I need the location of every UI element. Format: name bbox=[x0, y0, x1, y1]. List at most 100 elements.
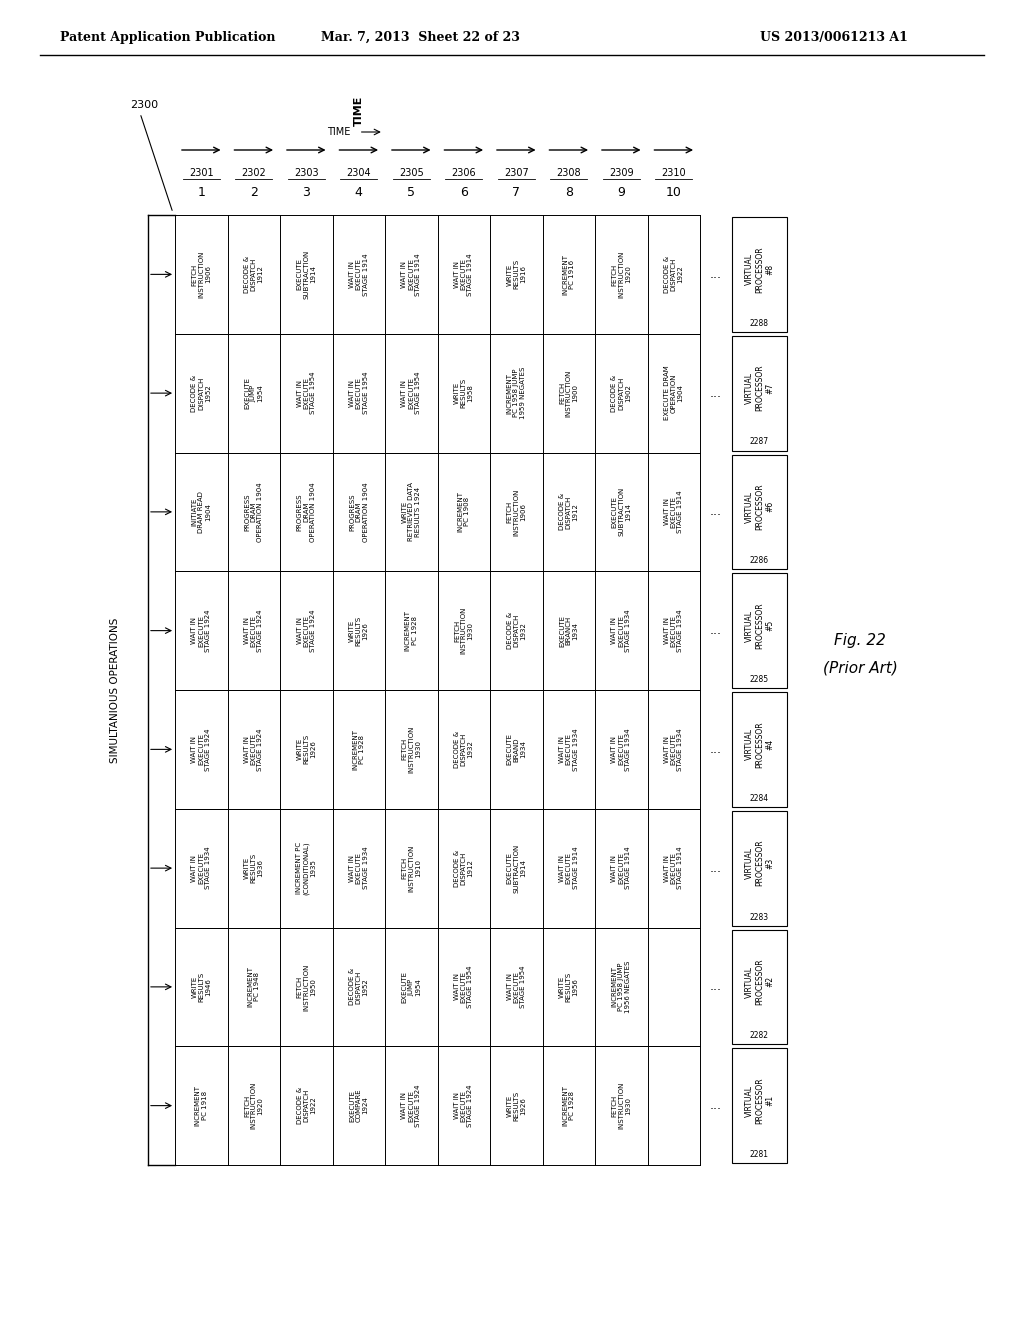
Text: DECODE &
DISPATCH
1912: DECODE & DISPATCH 1912 bbox=[244, 256, 263, 293]
Text: ...: ... bbox=[710, 743, 722, 756]
Text: FETCH
INSTRUCTION
1950: FETCH INSTRUCTION 1950 bbox=[297, 964, 316, 1011]
Bar bbox=[732, 335, 787, 450]
Text: WAIT IN
EXECUTE
STAGE 1924: WAIT IN EXECUTE STAGE 1924 bbox=[191, 729, 211, 771]
Text: Mar. 7, 2013  Sheet 22 of 23: Mar. 7, 2013 Sheet 22 of 23 bbox=[321, 30, 519, 44]
Text: 2306: 2306 bbox=[452, 168, 476, 178]
Text: WAIT IN
EXECUTE
STAGE 1914: WAIT IN EXECUTE STAGE 1914 bbox=[401, 253, 421, 296]
Text: US 2013/0061213 A1: US 2013/0061213 A1 bbox=[760, 30, 908, 44]
Text: 2305: 2305 bbox=[399, 168, 424, 178]
Text: WAIT IN
EXECUTE
STAGE 1914: WAIT IN EXECUTE STAGE 1914 bbox=[611, 847, 631, 890]
Text: WRITE
RESULTS
1936: WRITE RESULTS 1936 bbox=[244, 853, 263, 883]
Text: FETCH
INSTRUCTION
1930: FETCH INSTRUCTION 1930 bbox=[454, 607, 473, 655]
Text: FETCH
INSTRUCTION
1930: FETCH INSTRUCTION 1930 bbox=[611, 1082, 631, 1130]
Text: WAIT IN
EXECUTE
STAGE 1954: WAIT IN EXECUTE STAGE 1954 bbox=[401, 372, 421, 414]
Text: VIRTUAL
PROCESSOR
#4: VIRTUAL PROCESSOR #4 bbox=[744, 721, 774, 768]
Text: WAIT IN
EXECUTE
STAGE 1924: WAIT IN EXECUTE STAGE 1924 bbox=[454, 1084, 473, 1127]
Text: WAIT IN
EXECUTE
STAGE 1934: WAIT IN EXECUTE STAGE 1934 bbox=[611, 610, 631, 652]
Text: TIME: TIME bbox=[353, 95, 364, 125]
Text: 4: 4 bbox=[354, 186, 362, 199]
Bar bbox=[732, 573, 787, 688]
Text: 2301: 2301 bbox=[189, 168, 214, 178]
Text: ...: ... bbox=[710, 624, 722, 638]
Text: 2309: 2309 bbox=[609, 168, 634, 178]
Text: 3: 3 bbox=[302, 186, 310, 199]
Text: WAIT IN
EXECUTE
STAGE 1934: WAIT IN EXECUTE STAGE 1934 bbox=[559, 729, 579, 771]
Text: WRITE
RESULTS
1956: WRITE RESULTS 1956 bbox=[559, 972, 579, 1002]
Text: WAIT IN
EXECUTE
STAGE 1954: WAIT IN EXECUTE STAGE 1954 bbox=[297, 372, 316, 414]
Text: WAIT IN
EXECUTE
STAGE 1954: WAIT IN EXECUTE STAGE 1954 bbox=[349, 372, 369, 414]
Text: WAIT IN
EXECUTE
STAGE 1934: WAIT IN EXECUTE STAGE 1934 bbox=[611, 729, 631, 771]
Text: 2283: 2283 bbox=[750, 912, 769, 921]
Text: ...: ... bbox=[710, 387, 722, 400]
Text: WAIT IN
EXECUTE
STAGE 1914: WAIT IN EXECUTE STAGE 1914 bbox=[664, 491, 683, 533]
Text: WAIT IN
EXECUTE
STAGE 1954: WAIT IN EXECUTE STAGE 1954 bbox=[454, 966, 473, 1008]
Text: INCREMENT PC
(CONDITIONAL)
1935: INCREMENT PC (CONDITIONAL) 1935 bbox=[296, 841, 316, 895]
Text: 2285: 2285 bbox=[750, 675, 769, 684]
Text: PROGRESS
DRAM
OPERATION 1904: PROGRESS DRAM OPERATION 1904 bbox=[297, 482, 316, 541]
Text: WAIT IN
EXECUTE
STAGE 1924: WAIT IN EXECUTE STAGE 1924 bbox=[401, 1084, 421, 1127]
Text: EXECUTE
SUBTRACTION
1914: EXECUTE SUBTRACTION 1914 bbox=[297, 249, 316, 300]
Text: INCREMENT
PC 1958 JUMP
1959 NEGATES: INCREMENT PC 1958 JUMP 1959 NEGATES bbox=[507, 367, 526, 420]
Text: WRITE
RESULTS
1946: WRITE RESULTS 1946 bbox=[191, 972, 211, 1002]
Text: INCREMENT
PC 1928: INCREMENT PC 1928 bbox=[352, 729, 366, 770]
Text: WRITE
RESULTS
1958: WRITE RESULTS 1958 bbox=[454, 378, 473, 408]
Text: INCREMENT
PC 1916: INCREMENT PC 1916 bbox=[562, 253, 575, 294]
Text: VIRTUAL
PROCESSOR
#8: VIRTUAL PROCESSOR #8 bbox=[744, 246, 774, 293]
Text: 2: 2 bbox=[250, 186, 258, 199]
Text: EXECUTE DRAM
OPERATION
1904: EXECUTE DRAM OPERATION 1904 bbox=[664, 366, 683, 421]
Bar bbox=[732, 454, 787, 569]
Text: WAIT IN
EXECUTE
STAGE 1924: WAIT IN EXECUTE STAGE 1924 bbox=[244, 729, 263, 771]
Text: WAIT IN
EXECUTE
STAGE 1914: WAIT IN EXECUTE STAGE 1914 bbox=[349, 253, 369, 296]
Text: 2288: 2288 bbox=[750, 318, 769, 327]
Text: WAIT IN
EXECUTE
STAGE 1934: WAIT IN EXECUTE STAGE 1934 bbox=[349, 847, 369, 890]
Text: DECODE &
DISPATCH
1912: DECODE & DISPATCH 1912 bbox=[559, 494, 579, 531]
Text: FETCH
INSTRUCTION
1910: FETCH INSTRUCTION 1910 bbox=[401, 845, 421, 892]
Text: 2287: 2287 bbox=[750, 437, 769, 446]
Text: VIRTUAL
PROCESSOR
#6: VIRTUAL PROCESSOR #6 bbox=[744, 483, 774, 531]
Text: DECODE &
DISPATCH
1952: DECODE & DISPATCH 1952 bbox=[191, 375, 211, 412]
Text: VIRTUAL
PROCESSOR
#7: VIRTUAL PROCESSOR #7 bbox=[744, 364, 774, 412]
Text: Patent Application Publication: Patent Application Publication bbox=[60, 30, 275, 44]
Text: EXECUTE
SUBTRACTION
1914: EXECUTE SUBTRACTION 1914 bbox=[507, 843, 526, 892]
Text: INITIATE
DRAM READ
1904: INITIATE DRAM READ 1904 bbox=[191, 491, 211, 533]
Text: WRITE
RESULTS
1926: WRITE RESULTS 1926 bbox=[297, 734, 316, 764]
Text: 10: 10 bbox=[666, 186, 682, 199]
Text: WAIT IN
EXECUTE
STAGE 1924: WAIT IN EXECUTE STAGE 1924 bbox=[191, 610, 211, 652]
Text: 2307: 2307 bbox=[504, 168, 528, 178]
Text: WRITE
RESULTS
1916: WRITE RESULTS 1916 bbox=[507, 259, 526, 289]
Text: 2300: 2300 bbox=[130, 100, 158, 110]
Text: WAIT IN
EXECUTE
STAGE 1934: WAIT IN EXECUTE STAGE 1934 bbox=[664, 729, 683, 771]
Text: 2310: 2310 bbox=[662, 168, 686, 178]
Text: ...: ... bbox=[710, 506, 722, 519]
Text: INCREMENT
PC 1928: INCREMENT PC 1928 bbox=[404, 610, 418, 651]
Text: DECODE &
DISPATCH
1912: DECODE & DISPATCH 1912 bbox=[454, 850, 473, 887]
Bar bbox=[732, 1048, 787, 1163]
Text: INCREMENT
PC 1918: INCREMENT PC 1918 bbox=[195, 1085, 208, 1126]
Text: 5: 5 bbox=[408, 186, 416, 199]
Text: 2284: 2284 bbox=[750, 793, 769, 803]
Text: ...: ... bbox=[710, 981, 722, 994]
Text: 2303: 2303 bbox=[294, 168, 318, 178]
Text: PROGRESS
DRAM
OPERATION 1904: PROGRESS DRAM OPERATION 1904 bbox=[349, 482, 369, 541]
Text: 9: 9 bbox=[617, 186, 626, 199]
Text: DECODE &
DISPATCH
1932: DECODE & DISPATCH 1932 bbox=[454, 731, 473, 768]
Text: INCREMENT
PC 1908: INCREMENT PC 1908 bbox=[458, 491, 470, 532]
Text: DECODE &
DISPATCH
1922: DECODE & DISPATCH 1922 bbox=[664, 256, 683, 293]
Text: FETCH
INSTRUCTION
1906: FETCH INSTRUCTION 1906 bbox=[191, 251, 211, 298]
Text: FETCH
INSTRUCTION
1900: FETCH INSTRUCTION 1900 bbox=[559, 370, 579, 417]
Text: VIRTUAL
PROCESSOR
#1: VIRTUAL PROCESSOR #1 bbox=[744, 1077, 774, 1123]
Text: DECODE &
DISPATCH
1952: DECODE & DISPATCH 1952 bbox=[349, 969, 369, 1006]
Text: FETCH
INSTRUCTION
1930: FETCH INSTRUCTION 1930 bbox=[401, 726, 421, 774]
Text: 6: 6 bbox=[460, 186, 468, 199]
Text: EXECUTE
BRANCH
1934: EXECUTE BRANCH 1934 bbox=[559, 615, 579, 647]
Bar bbox=[732, 692, 787, 807]
Text: 2286: 2286 bbox=[750, 556, 769, 565]
Text: VIRTUAL
PROCESSOR
#3: VIRTUAL PROCESSOR #3 bbox=[744, 840, 774, 887]
Bar bbox=[732, 216, 787, 331]
Text: WAIT IN
EXECUTE
STAGE 1914: WAIT IN EXECUTE STAGE 1914 bbox=[454, 253, 473, 296]
Text: WAIT IN
EXECUTE
STAGE 1934: WAIT IN EXECUTE STAGE 1934 bbox=[664, 610, 683, 652]
Text: WRITE
RESULTS
1926: WRITE RESULTS 1926 bbox=[349, 615, 369, 645]
Text: WRITE
RETRIEVED DATA
RESULTS 1924: WRITE RETRIEVED DATA RESULTS 1924 bbox=[401, 482, 421, 541]
Text: Fig. 22: Fig. 22 bbox=[835, 632, 886, 648]
Text: EXECUTE
JUMP
1954: EXECUTE JUMP 1954 bbox=[401, 972, 421, 1003]
